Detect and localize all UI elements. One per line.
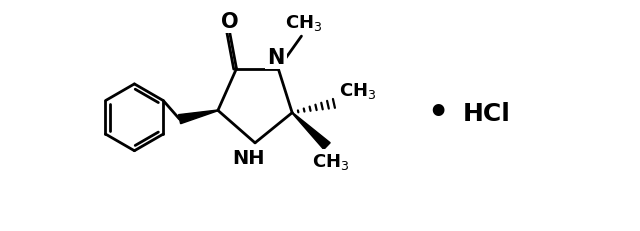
Polygon shape (292, 113, 330, 150)
Text: CH$_3$: CH$_3$ (285, 13, 323, 33)
Text: HCl: HCl (463, 101, 511, 125)
Text: CH$_3$: CH$_3$ (339, 81, 377, 101)
Text: CH$_3$: CH$_3$ (312, 151, 349, 171)
Text: •: • (428, 97, 449, 130)
Text: NH: NH (232, 149, 264, 167)
Polygon shape (179, 110, 218, 124)
Text: N: N (268, 48, 285, 68)
Text: O: O (221, 12, 238, 32)
